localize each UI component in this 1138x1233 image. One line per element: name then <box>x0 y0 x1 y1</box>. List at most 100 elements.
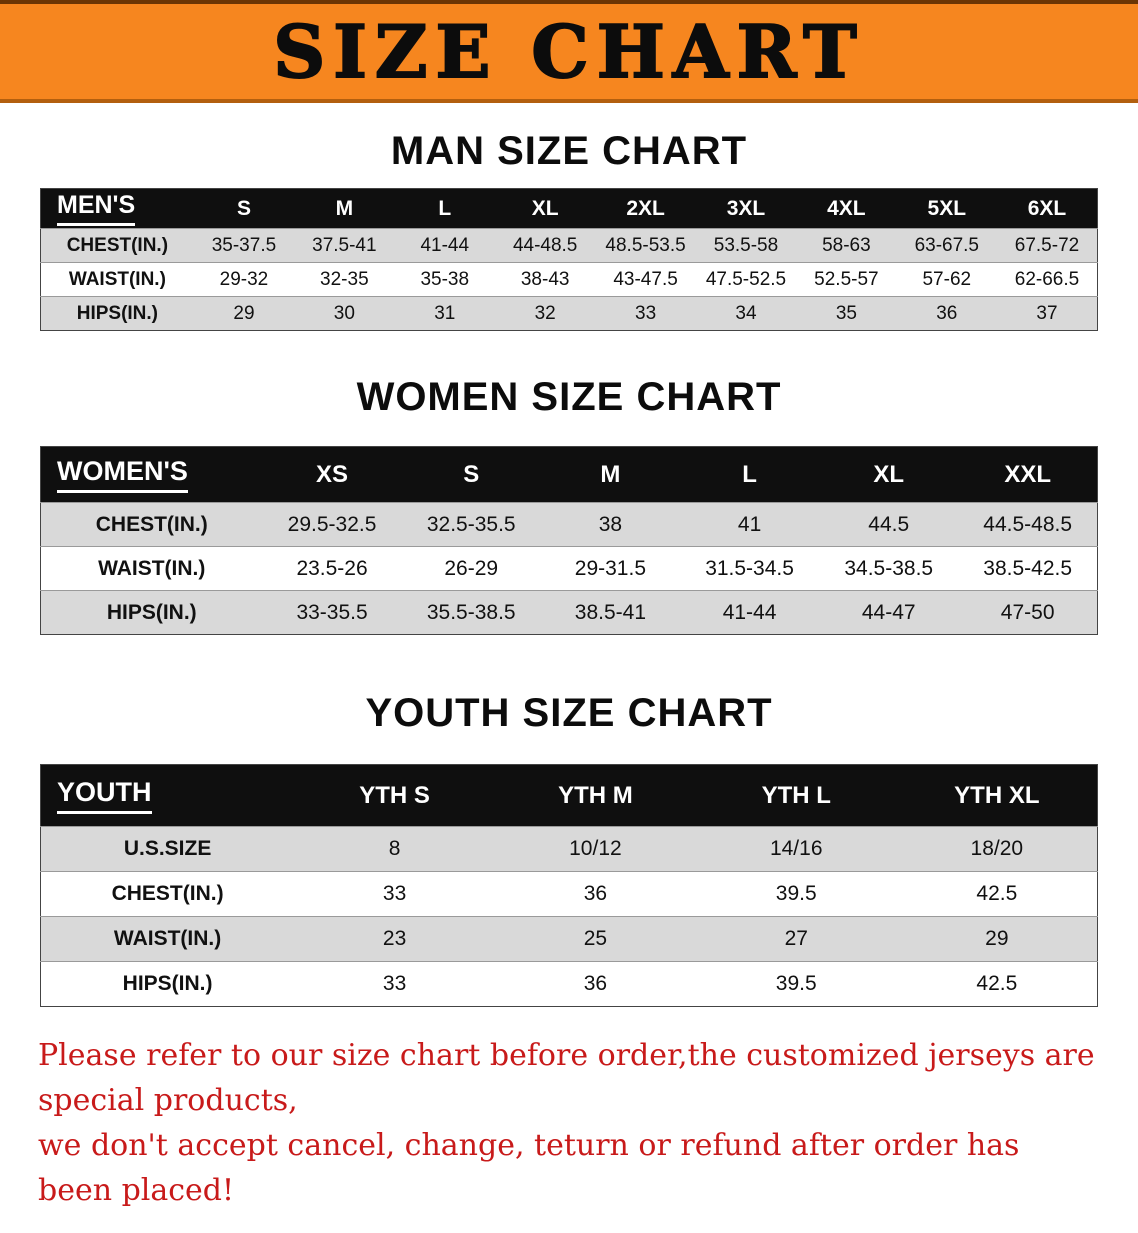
size-chart-banner: SIZE CHART <box>0 0 1138 103</box>
order-notice: Please refer to our size chart before or… <box>38 1033 1100 1233</box>
size-value: 41-44 <box>394 228 495 263</box>
size-column-header: S <box>193 188 295 229</box>
size-value: 30 <box>294 296 395 331</box>
table-row: CHEST(IN.) 35-37.5 37.5-41 41-44 44-48.5 48.5… <box>40 228 1098 263</box>
size-column-header: S <box>401 446 541 503</box>
size-value: 43-47.5 <box>595 262 696 297</box>
size-value: 29 <box>896 916 1098 962</box>
size-value: 42.5 <box>896 961 1098 1007</box>
size-value: 33-35.5 <box>262 590 402 635</box>
size-value: 10/12 <box>495 826 696 872</box>
youth-section-heading: YOUTH SIZE CHART <box>365 691 773 735</box>
size-column-header: 6XL <box>997 188 1098 229</box>
row-label: CHEST(IN.) <box>40 871 295 917</box>
size-value: 29-32 <box>193 262 295 297</box>
table-row: HIPS(IN.) 29 30 31 32 33 34 35 36 37 <box>40 296 1098 331</box>
size-value: 29.5-32.5 <box>262 502 402 547</box>
size-column-header: L <box>394 188 495 229</box>
size-value: 8 <box>294 826 495 872</box>
size-value: 33 <box>294 961 495 1007</box>
size-value: 31 <box>394 296 495 331</box>
size-column-header: 5XL <box>896 188 997 229</box>
size-column-header: XL <box>819 446 959 503</box>
size-chart-main: MAN SIZE CHART MEN'S S M L XL 2XL 3XL 4XL 5XL 6XL… <box>0 129 1138 1007</box>
size-value: 44-47 <box>819 590 959 635</box>
size-column-header: YTH S <box>294 764 495 827</box>
women-size-section: WOMEN SIZE CHART WOMEN'S XS S M L XL XXL CHEST(… <box>0 375 1138 635</box>
table-row: CHEST(IN.) 33 36 39.5 42.5 <box>40 871 1098 917</box>
size-value: 38 <box>540 502 680 547</box>
women-size-table: WOMEN'S XS S M L XL XXL CHEST(IN.) 29.5-32.5 32.5… <box>40 446 1098 635</box>
size-column-header: YTH XL <box>896 764 1098 827</box>
notice-line-1: Please refer to our size chart before or… <box>38 1038 1095 1118</box>
size-column-header: M <box>294 188 395 229</box>
size-value: 35-37.5 <box>193 228 295 263</box>
row-label: CHEST(IN.) <box>40 502 263 547</box>
row-label: U.S.SIZE <box>40 826 295 872</box>
size-value: 62-66.5 <box>997 262 1098 297</box>
size-value: 39.5 <box>695 961 897 1007</box>
size-value: 32 <box>494 296 596 331</box>
size-value: 37.5-41 <box>294 228 395 263</box>
size-value: 32-35 <box>294 262 395 297</box>
table-corner-label: YOUTH <box>40 764 295 827</box>
size-value: 47.5-52.5 <box>695 262 797 297</box>
row-label: HIPS(IN.) <box>40 590 263 635</box>
size-value: 33 <box>595 296 696 331</box>
size-value: 41-44 <box>679 590 820 635</box>
size-value: 32.5-35.5 <box>401 502 541 547</box>
size-value: 67.5-72 <box>997 228 1098 263</box>
size-value: 37 <box>997 296 1098 331</box>
row-label: WAIST(IN.) <box>40 916 295 962</box>
row-label: HIPS(IN.) <box>40 296 194 331</box>
size-column-header: XS <box>262 446 402 503</box>
table-corner-label-text: MEN'S <box>57 191 136 226</box>
table-header-row: YOUTH YTH S YTH M YTH L YTH XL <box>40 764 1098 827</box>
size-value: 35 <box>796 296 897 331</box>
size-value: 44-48.5 <box>494 228 596 263</box>
size-value: 63-67.5 <box>896 228 997 263</box>
size-column-header: 4XL <box>796 188 897 229</box>
size-value: 29 <box>193 296 295 331</box>
row-label: HIPS(IN.) <box>40 961 295 1007</box>
size-column-header: 3XL <box>695 188 797 229</box>
table-corner-label: WOMEN'S <box>40 446 263 503</box>
row-label: WAIST(IN.) <box>40 262 194 297</box>
women-section-heading: WOMEN SIZE CHART <box>356 375 782 419</box>
size-value: 34 <box>695 296 797 331</box>
size-column-header: YTH L <box>695 764 897 827</box>
size-value: 44.5 <box>819 502 959 547</box>
table-corner-label-text: WOMEN'S <box>57 456 188 493</box>
size-value: 35-38 <box>394 262 495 297</box>
size-value: 47-50 <box>958 590 1098 635</box>
size-value: 57-62 <box>896 262 997 297</box>
table-corner-label-text: YOUTH <box>57 777 152 814</box>
table-corner-label: MEN'S <box>40 188 194 229</box>
size-value: 29-31.5 <box>540 546 680 591</box>
table-row: HIPS(IN.) 33-35.5 35.5-38.5 38.5-41 41-44 44-… <box>40 590 1098 635</box>
table-header-row: MEN'S S M L XL 2XL 3XL 4XL 5XL 6XL <box>40 188 1098 229</box>
table-row: WAIST(IN.) 23.5-26 26-29 29-31.5 31.5-34.5 34… <box>40 546 1098 591</box>
size-value: 35.5-38.5 <box>401 590 541 635</box>
size-value: 14/16 <box>695 826 897 872</box>
row-label: WAIST(IN.) <box>40 546 263 591</box>
size-value: 52.5-57 <box>796 262 897 297</box>
men-section-heading: MAN SIZE CHART <box>390 129 748 173</box>
size-column-header: 2XL <box>595 188 696 229</box>
size-value: 36 <box>495 961 696 1007</box>
size-value: 42.5 <box>896 871 1098 917</box>
table-row: WAIST(IN.) 29-32 32-35 35-38 38-43 43-47.5 47.… <box>40 262 1098 297</box>
size-value: 25 <box>495 916 696 962</box>
men-size-section: MAN SIZE CHART MEN'S S M L XL 2XL 3XL 4XL 5XL 6XL… <box>0 129 1138 331</box>
size-value: 26-29 <box>401 546 541 591</box>
size-value: 38-43 <box>494 262 596 297</box>
table-row: HIPS(IN.) 33 36 39.5 42.5 <box>40 961 1098 1007</box>
table-row: U.S.SIZE 8 10/12 14/16 18/20 <box>40 826 1098 872</box>
youth-size-section: YOUTH SIZE CHART YOUTH YTH S YTH M YTH L YTH… <box>0 691 1138 1007</box>
table-row: WAIST(IN.) 23 25 27 29 <box>40 916 1098 962</box>
youth-size-table: YOUTH YTH S YTH M YTH L YTH XL U.S.SIZE 8 10/12… <box>40 764 1098 1007</box>
table-header-row: WOMEN'S XS S M L XL XXL <box>40 446 1098 503</box>
size-value: 23.5-26 <box>262 546 402 591</box>
size-column-header: XXL <box>958 446 1098 503</box>
